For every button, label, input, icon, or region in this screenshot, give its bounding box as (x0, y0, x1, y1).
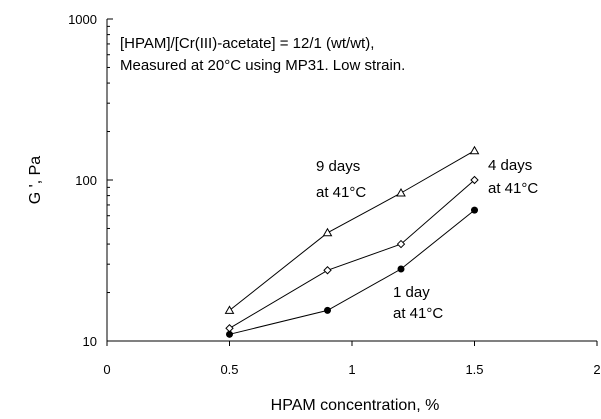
series-line-0 (229, 150, 475, 311)
series-label-9days-line-1: 9 days (316, 158, 360, 175)
series-label-4days-line-1: 4 days (488, 157, 532, 174)
x-tick-label: 2 (593, 362, 600, 377)
chart-series (224, 145, 480, 338)
data-point (226, 330, 233, 338)
x-tick-label: 1 (348, 362, 355, 377)
data-point (397, 265, 405, 273)
x-tick-label: 0 (103, 362, 110, 377)
data-point (396, 188, 406, 197)
data-point (224, 305, 235, 314)
y-tick-label: 10 (83, 334, 97, 349)
data-point (396, 239, 406, 249)
series-label-1day-line-2: at 41°C (393, 305, 443, 322)
y-axis-label: G ', Pa (27, 156, 44, 205)
chart-annotation-line-1: [HPAM]/[Cr(III)-acetate] = 12/1 (wt/wt), (120, 35, 374, 52)
chart-axes: 0 0.5 1 1.5 2 10 100 1000 (68, 12, 601, 377)
data-point (225, 324, 234, 333)
x-axis-label: HPAM concentration, % (271, 397, 440, 414)
series-line-1 (229, 179, 475, 329)
data-point (471, 206, 478, 214)
data-point (469, 145, 480, 155)
series-label-9days-line-2: at 41°C (316, 184, 366, 201)
data-point (322, 227, 333, 237)
data-point (324, 306, 331, 314)
data-point (323, 266, 332, 275)
y-tick-label: 100 (75, 173, 97, 188)
x-tick-label: 1.5 (465, 362, 483, 377)
data-point (470, 175, 479, 185)
x-tick-label: 0.5 (220, 362, 238, 377)
series-label-4days-line-2: at 41°C (488, 180, 538, 197)
y-tick-label: 1000 (68, 12, 97, 27)
chart-annotation-line-2: Measured at 20°C using MP31. Low strain. (120, 57, 405, 74)
series-label-1day-line-1: 1 day (393, 284, 430, 301)
series-line-2 (229, 209, 475, 335)
